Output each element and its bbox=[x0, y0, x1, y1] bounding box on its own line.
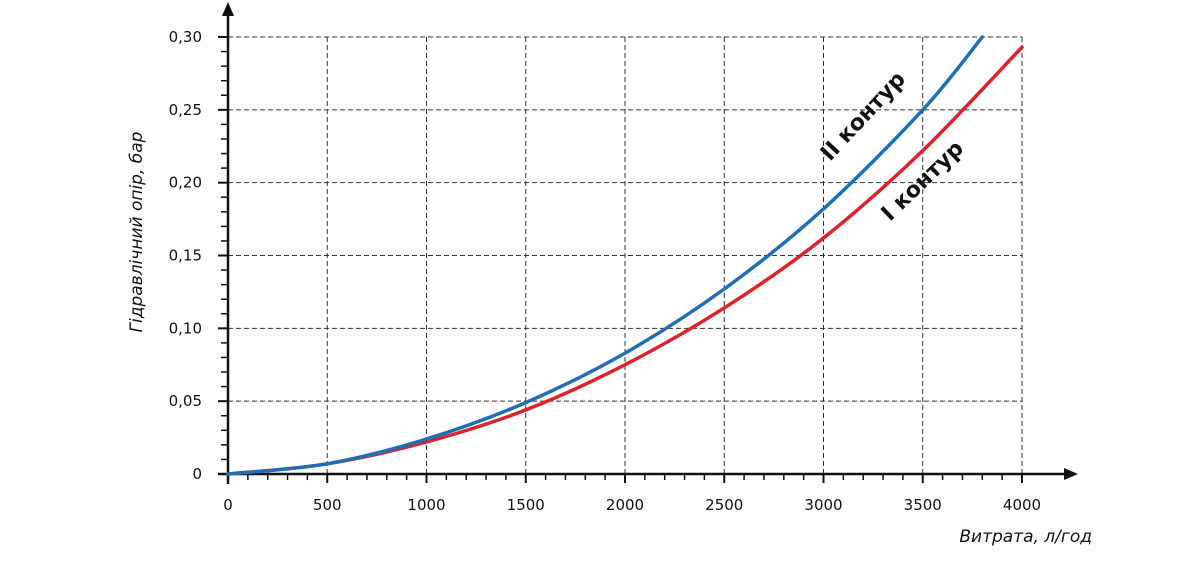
series-label-contour-2: II контур bbox=[816, 67, 911, 166]
y-tick-label: 0,20 bbox=[169, 174, 202, 192]
x-tick-label: 1500 bbox=[507, 496, 545, 514]
y-tick-label: 0,25 bbox=[169, 101, 202, 119]
y-tick-label: 0,30 bbox=[169, 28, 202, 46]
x-tick-label: 3000 bbox=[804, 496, 842, 514]
series-lines bbox=[226, 35, 1024, 476]
x-tick-label: 4000 bbox=[1003, 496, 1041, 514]
y-axis-arrow bbox=[222, 2, 234, 16]
x-tick-label: 500 bbox=[313, 496, 342, 514]
axes bbox=[218, 2, 1078, 484]
y-tick-label: 0 bbox=[192, 465, 202, 483]
x-axis-title: Витрата, л/год bbox=[959, 527, 1092, 547]
series-line-contour-2 bbox=[226, 35, 985, 476]
x-tick-label: 3500 bbox=[904, 496, 942, 514]
x-axis-arrow bbox=[1064, 468, 1078, 480]
x-tick-label: 0 bbox=[223, 496, 233, 514]
ticks bbox=[218, 36, 1023, 483]
y-tick-label: 0,05 bbox=[169, 392, 202, 410]
x-tick-label: 2000 bbox=[606, 496, 644, 514]
y-tick-label: 0,15 bbox=[169, 247, 202, 265]
x-tick-label: 1000 bbox=[407, 496, 445, 514]
tick-labels: 0 500 1000 1500 2000 2500 3000 3500 4000 0 0,05 0,1… bbox=[169, 28, 1042, 514]
x-tick-label: 2500 bbox=[705, 496, 743, 514]
grid bbox=[228, 36, 1023, 474]
y-axis-title: Гідравлічний опір, бар bbox=[127, 131, 147, 332]
y-tick-label: 0,10 bbox=[169, 319, 202, 337]
